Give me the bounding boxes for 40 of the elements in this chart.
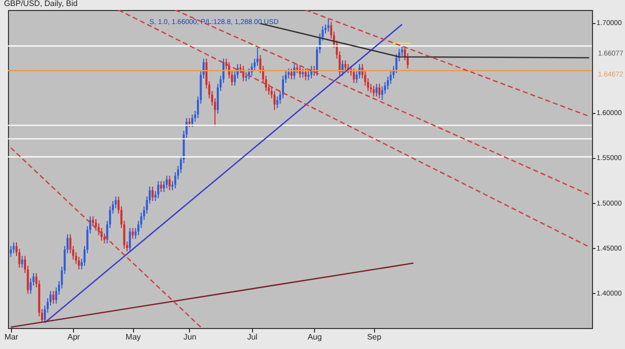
candlestick [191, 114, 194, 128]
x-tick-label: Mar [4, 332, 19, 342]
candlestick [10, 246, 12, 258]
candlestick [78, 256, 80, 270]
candlestick [256, 47, 258, 66]
candlestick [381, 86, 384, 101]
x-tick-label: Jun [183, 332, 196, 342]
candlestick [352, 68, 355, 84]
candlestick [304, 68, 307, 81]
candlestick [378, 83, 380, 99]
candlestick [372, 85, 375, 97]
candlestick [52, 290, 54, 304]
candlestick [160, 180, 162, 192]
candlestick [290, 68, 292, 80]
candlestick [327, 18, 330, 32]
candlestick [132, 228, 134, 240]
candlestick [188, 118, 190, 128]
candlestick [358, 64, 361, 79]
candlestick [152, 186, 154, 202]
candlestick [293, 64, 296, 80]
x-tick-label: May [126, 332, 141, 342]
x-tick-label: Aug [308, 332, 322, 342]
x-tick-label: Sep [367, 332, 382, 342]
candlestick [12, 242, 15, 254]
x-tick-label: Jul [247, 332, 258, 342]
candlestick [376, 83, 378, 97]
candlestick [21, 255, 24, 268]
candlestick [296, 64, 298, 74]
candlestick [166, 175, 168, 189]
chart-title: GBP/USD, Daily, Bid [4, 0, 78, 8]
candlestick [273, 90, 276, 110]
candlestick [344, 60, 346, 72]
candlestick [276, 96, 278, 109]
x-tick-label: Apr [67, 332, 80, 342]
candlestick [94, 218, 97, 232]
candlestick [157, 180, 160, 199]
candlestick [302, 68, 304, 78]
candlestick [288, 68, 290, 79]
candlestick [168, 175, 171, 191]
candlestick [128, 228, 131, 252]
